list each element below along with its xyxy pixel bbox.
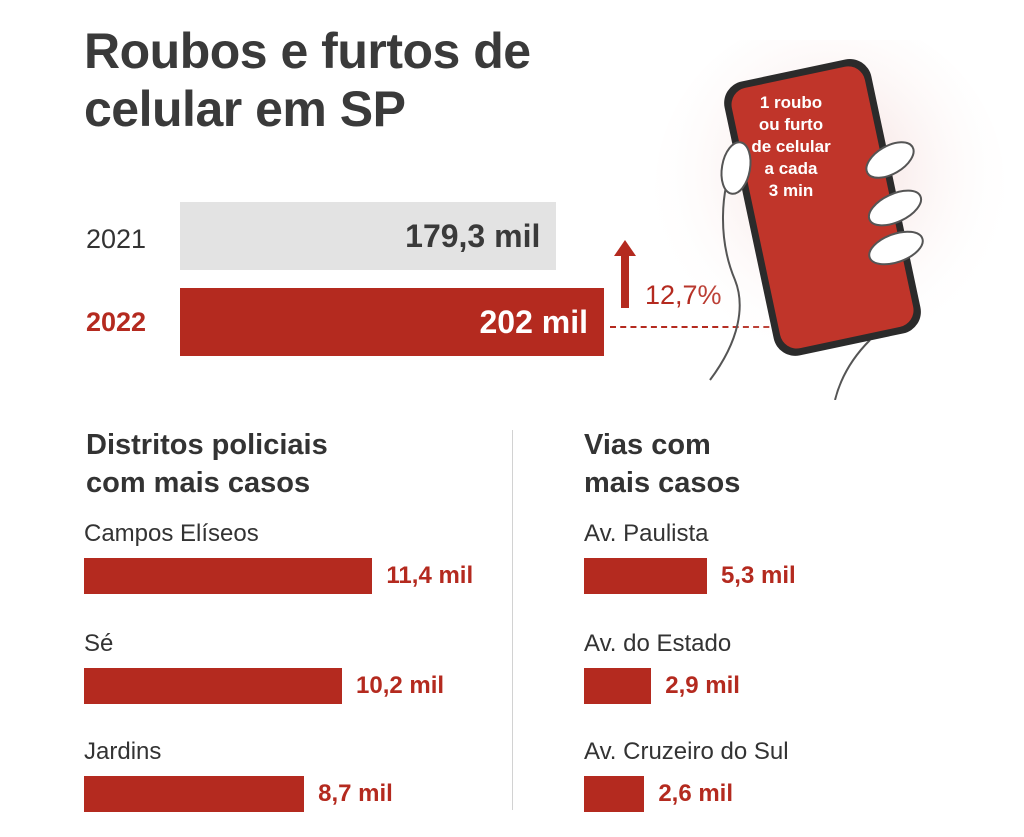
district-bar: [84, 668, 343, 704]
street-item: Av. do Estado 2,9 mil: [584, 630, 1004, 720]
street-label: Av. do Estado: [584, 630, 732, 657]
phone-screen-text: 1 roubo ou furto de celular a cada 3 min: [736, 92, 846, 202]
bar-2021-value: 179,3 mil: [405, 218, 541, 254]
year-label-2021: 2021: [86, 224, 147, 254]
district-bar: [84, 776, 305, 812]
district-value: 10,2 mil: [356, 672, 445, 699]
page-title: Roubos e furtos de celular em SP: [84, 22, 531, 138]
district-value: 11,4 mil: [386, 562, 474, 589]
phone-in-hand-illustration: [655, 40, 1005, 400]
phone-text-line-3: de celular: [751, 137, 831, 156]
district-item: Sé 10,2 mil: [84, 630, 504, 720]
street-label: Av. Cruzeiro do Sul: [584, 738, 789, 765]
districts-title-line-2: com mais casos: [86, 467, 311, 499]
street-bar: [584, 668, 652, 704]
street-value: 2,9 mil: [665, 672, 740, 699]
bar-2022-value: 202 mil: [479, 304, 588, 340]
phone-text-line-5: 3 min: [768, 181, 814, 200]
district-value: 8,7 mil: [318, 780, 393, 807]
district-bar: [84, 558, 373, 594]
phone-text-line-4: a cada: [764, 159, 818, 178]
street-value: 2,6 mil: [658, 780, 734, 807]
district-label: Campos Elíseos: [84, 520, 259, 547]
section-divider: [512, 430, 513, 810]
street-item: Av. Paulista 5,3 mil: [584, 520, 1004, 610]
street-bar: [584, 776, 645, 812]
streets-title-line-1: Vias com: [584, 429, 711, 461]
arrow-up-icon: [614, 240, 636, 308]
phone-text-line-2: ou furto: [758, 115, 824, 134]
streets-section-title: Vias com mais casos: [584, 426, 740, 502]
title-line-2: celular em SP: [84, 81, 406, 137]
street-item: Av. Cruzeiro do Sul 2,6 mil: [584, 738, 1004, 828]
title-line-1: Roubos e furtos de: [84, 23, 531, 79]
street-label: Av. Paulista: [584, 520, 709, 547]
street-bar: [584, 558, 707, 594]
phone-text-line-1: 1 roubo: [759, 93, 823, 112]
year-label-2022: 2022: [86, 307, 147, 337]
district-label: Jardins: [84, 738, 162, 765]
streets-title-line-2: mais casos: [584, 467, 741, 499]
dashed-guide-line: [610, 326, 800, 328]
district-item: Campos Elíseos 11,4 mil: [84, 520, 504, 610]
bar-2021: 179,3 mil: [180, 202, 557, 270]
bar-2022: 202 mil: [180, 288, 604, 356]
street-value: 5,3 mil: [720, 562, 796, 589]
district-label: Sé: [84, 630, 114, 657]
districts-section-title: Distritos policiais com mais casos: [86, 426, 328, 502]
districts-title-line-1: Distritos policiais: [86, 429, 328, 461]
district-item: Jardins 8,7 mil: [84, 738, 504, 828]
